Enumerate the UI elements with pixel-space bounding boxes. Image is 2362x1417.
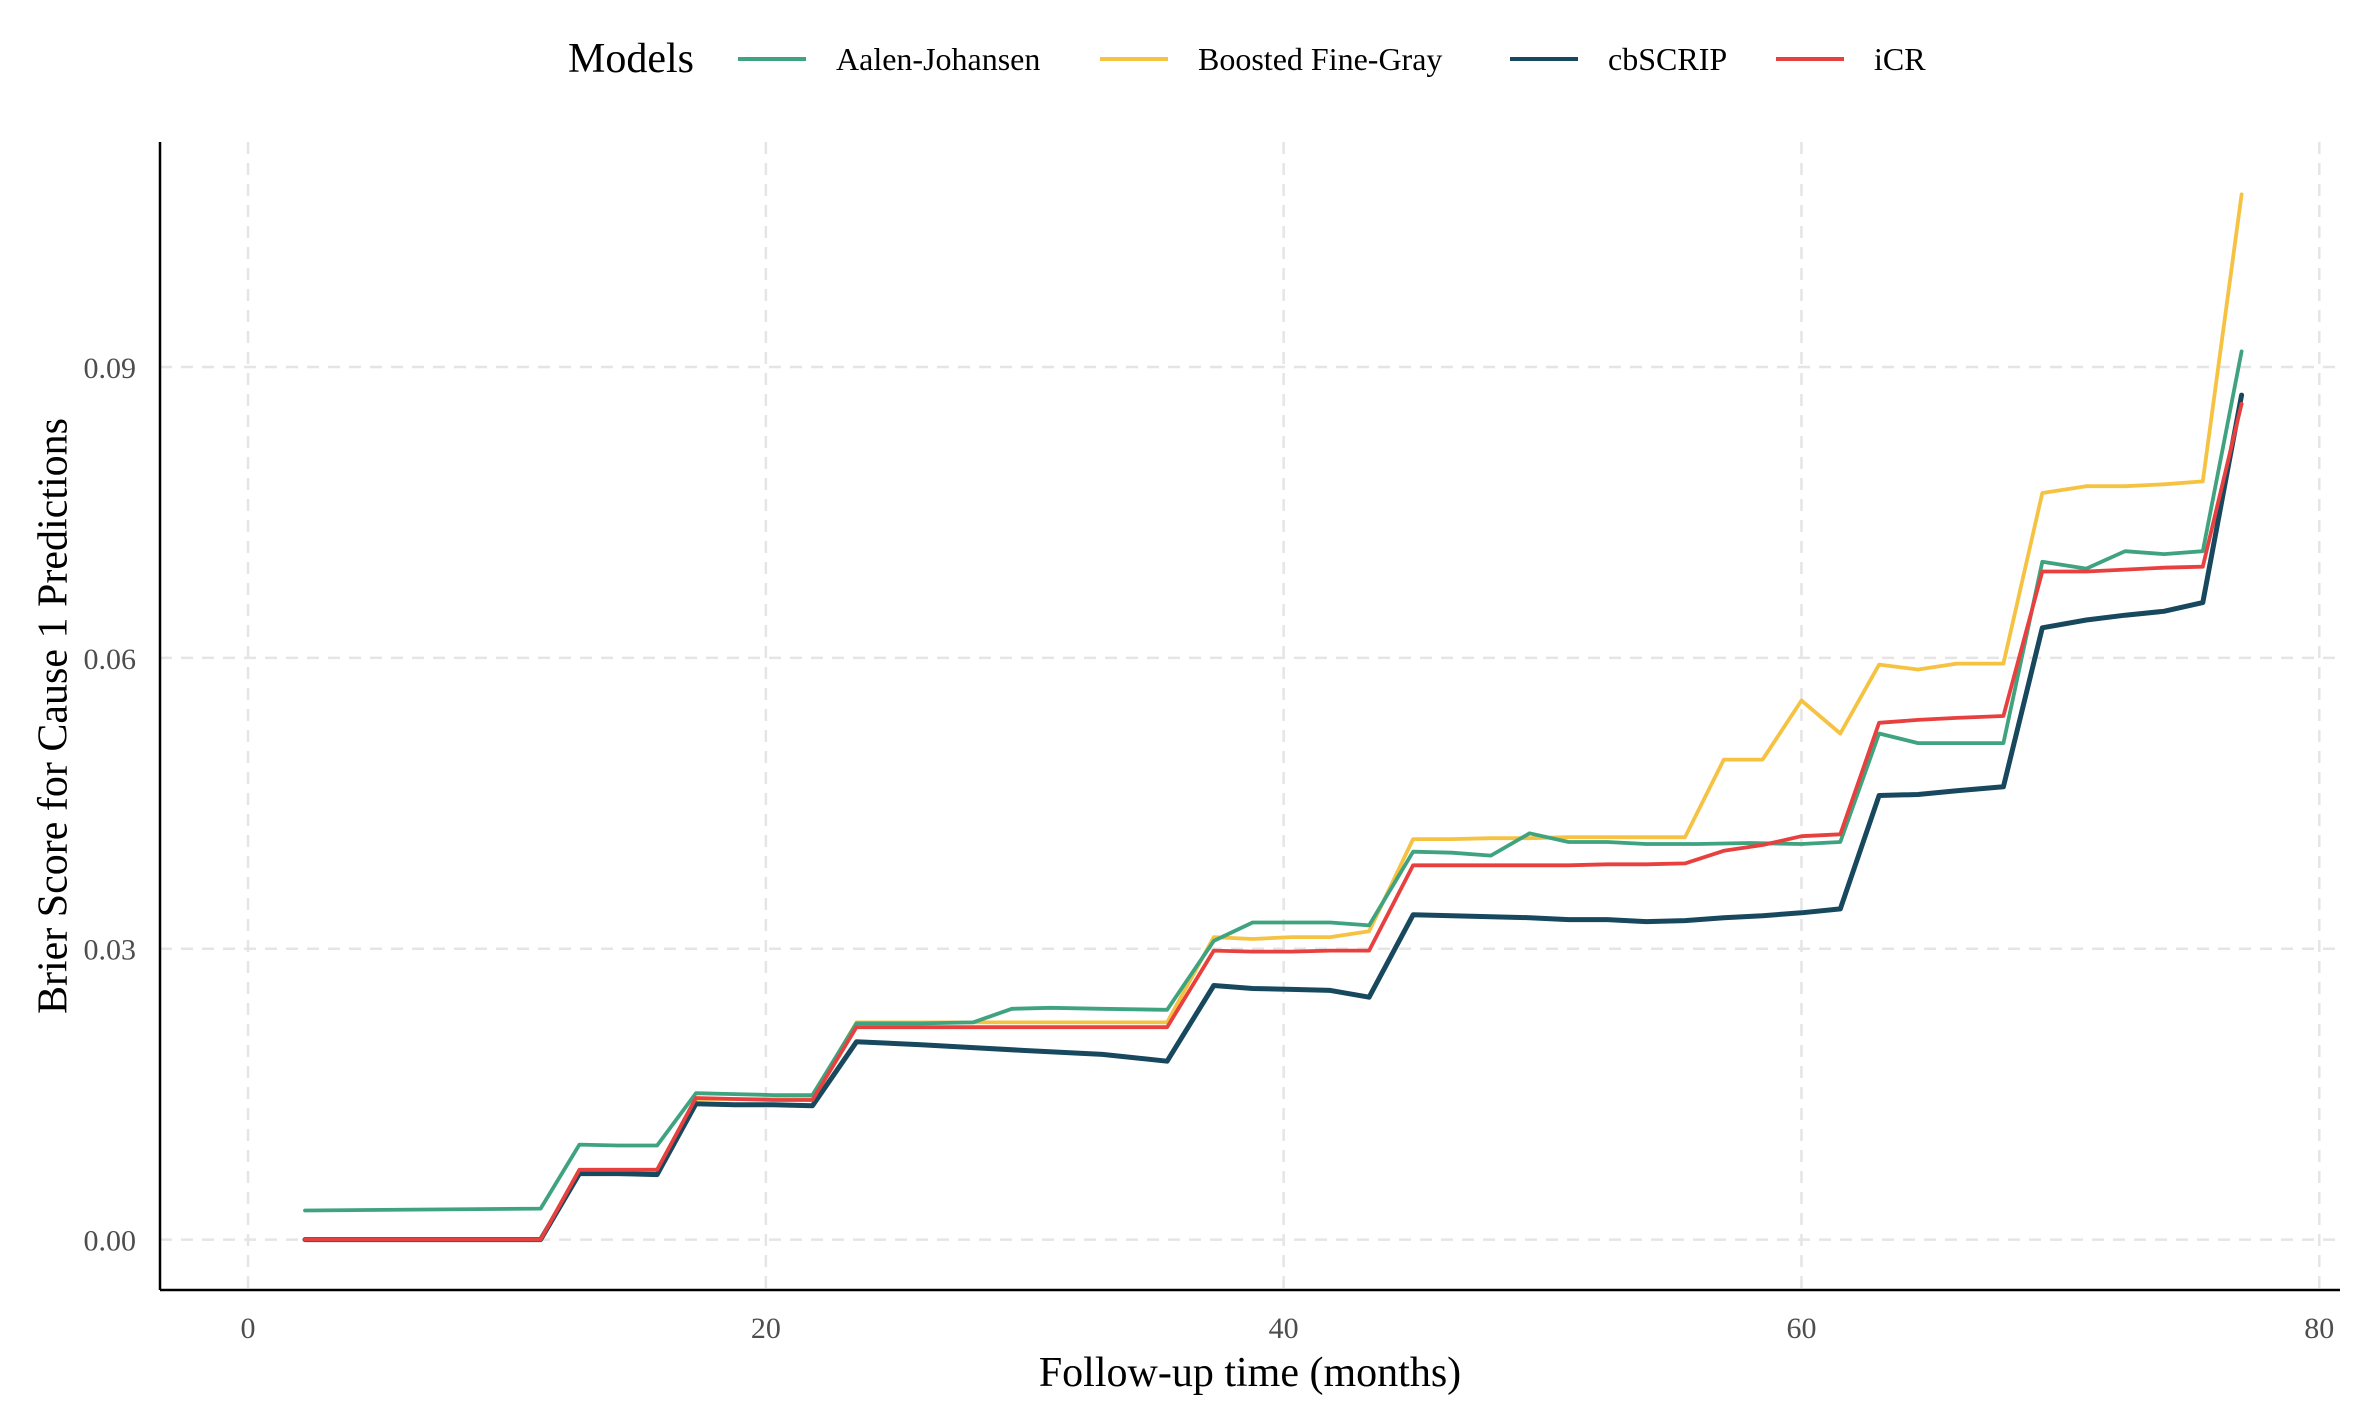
y-axis-title: Brier Score for Cause 1 Predictions [31, 418, 77, 1014]
x-tick-label: 20 [751, 1312, 781, 1345]
series-line-cbscrip [302, 392, 2245, 1243]
y-tick-label: 0.00 [84, 1225, 137, 1258]
legend-label: iCR [1874, 41, 1926, 77]
x-tick-label: 80 [2304, 1312, 2334, 1345]
series-line-icr [303, 401, 2244, 1242]
legend-label: Aalen-Johansen [836, 41, 1040, 77]
y-tick-label: 0.09 [84, 352, 137, 385]
x-tick-label: 60 [1786, 1312, 1816, 1345]
legend-label: Boosted Fine-Gray [1198, 41, 1442, 77]
series-line-aalen-johansen [303, 349, 2244, 1213]
series-lines [302, 192, 2245, 1243]
gridlines [160, 142, 2340, 1290]
legend-title: Models [568, 36, 694, 82]
axes [158, 142, 2340, 1292]
legend-label: cbSCRIP [1608, 41, 1727, 77]
x-axis-title: Follow-up time (months) [1039, 1350, 1461, 1396]
x-tick-label: 0 [241, 1312, 256, 1345]
legend-items: Aalen-Johansen Boosted Fine-Gray cbSCRIP iC… [738, 41, 1926, 77]
legend: Models Aalen-Johansen Boosted Fine-Gray cb… [568, 36, 1926, 82]
y-tick-label: 0.06 [84, 643, 137, 676]
x-tick-label: 40 [1269, 1312, 1299, 1345]
y-tick-label: 0.03 [84, 934, 137, 967]
tick-labels: 0 20 40 60 80 0.00 0.03 0.06 0.09 [84, 352, 2335, 1345]
